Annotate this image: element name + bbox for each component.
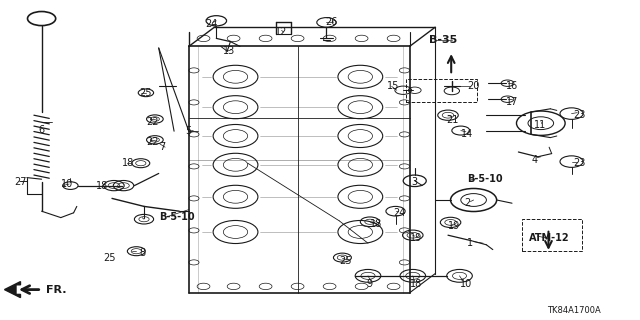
Text: 4: 4 — [531, 155, 538, 165]
Text: 26: 26 — [325, 17, 337, 28]
Text: 23: 23 — [573, 110, 585, 120]
Text: 16: 16 — [506, 81, 518, 92]
Text: 3: 3 — [411, 177, 417, 188]
Text: 5: 5 — [186, 126, 192, 136]
Text: 22: 22 — [146, 116, 159, 127]
Text: 19: 19 — [410, 233, 422, 244]
Text: 17: 17 — [506, 97, 518, 108]
Text: 18: 18 — [96, 180, 108, 191]
Text: 18: 18 — [122, 158, 134, 168]
Text: 2: 2 — [465, 198, 471, 208]
Text: 19: 19 — [448, 220, 460, 231]
Text: 9: 9 — [366, 279, 372, 289]
Bar — [406, 79, 477, 102]
Text: 12: 12 — [275, 27, 287, 37]
Text: ATM-12: ATM-12 — [529, 233, 569, 244]
Text: 13: 13 — [223, 46, 235, 56]
Text: 10: 10 — [460, 279, 472, 289]
Text: B-35: B-35 — [429, 35, 457, 45]
Text: 10: 10 — [61, 179, 73, 189]
FancyArrow shape — [4, 282, 20, 298]
Text: B-5-10: B-5-10 — [159, 212, 195, 222]
Text: 14: 14 — [461, 129, 473, 140]
Text: 18: 18 — [410, 279, 422, 289]
Text: B-5-10: B-5-10 — [467, 174, 503, 184]
Text: 8: 8 — [140, 248, 146, 258]
Text: 22: 22 — [146, 137, 159, 148]
Text: 27: 27 — [14, 177, 27, 188]
Text: 24: 24 — [205, 19, 217, 29]
Text: 23: 23 — [573, 158, 585, 168]
Text: 25: 25 — [339, 256, 352, 266]
Text: 18: 18 — [370, 219, 382, 229]
Text: 1: 1 — [467, 238, 474, 248]
Text: 11: 11 — [534, 120, 547, 130]
Bar — [522, 219, 582, 251]
Text: 21: 21 — [447, 115, 459, 125]
Text: 15: 15 — [387, 81, 399, 92]
Text: 7: 7 — [159, 142, 165, 152]
Text: 25: 25 — [104, 252, 116, 263]
Text: 24: 24 — [394, 208, 406, 218]
Text: 25: 25 — [140, 88, 152, 98]
Text: 20: 20 — [467, 81, 479, 92]
Text: FR.: FR. — [46, 284, 67, 295]
Text: 6: 6 — [38, 124, 45, 135]
Text: TK84A1700A: TK84A1700A — [547, 306, 601, 315]
